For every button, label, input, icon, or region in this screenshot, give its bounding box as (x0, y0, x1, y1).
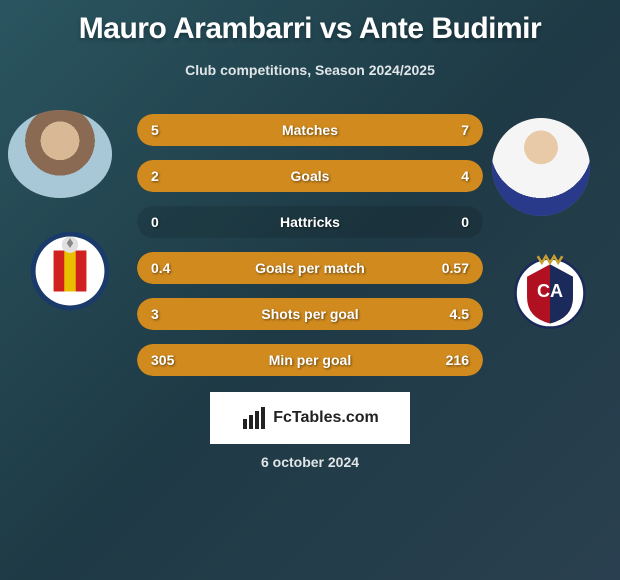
brand-text: FcTables.com (273, 409, 379, 427)
brand-icon (241, 405, 267, 431)
stat-row: 0.40.57Goals per match (137, 252, 483, 284)
brand-watermark: FcTables.com (210, 392, 410, 444)
stat-row: 57Matches (137, 114, 483, 146)
comparison-content: CA 57Matches 24Goals 00Hattricks 0.40.57Goa… (0, 108, 620, 488)
stat-row: 00Hattricks (137, 206, 483, 238)
player2-photo (492, 118, 590, 216)
player1-photo (8, 110, 112, 198)
svg-text:CA: CA (537, 281, 563, 301)
date-label: 6 october 2024 (0, 454, 620, 470)
stat-label: Min per goal (137, 352, 483, 368)
stat-label: Goals per match (137, 260, 483, 276)
player1-club-badge (20, 230, 120, 312)
stats-table: 57Matches 24Goals 00Hattricks 0.40.57Goals … (137, 114, 483, 390)
subtitle: Club competitions, Season 2024/2025 (0, 62, 620, 78)
player2-club-badge: CA (500, 248, 600, 330)
stat-label: Hattricks (137, 214, 483, 230)
page-title: Mauro Arambarri vs Ante Budimir (0, 0, 620, 46)
stat-label: Shots per goal (137, 306, 483, 322)
stat-row: 24Goals (137, 160, 483, 192)
stat-label: Goals (137, 168, 483, 184)
stat-label: Matches (137, 122, 483, 138)
stat-row: 34.5Shots per goal (137, 298, 483, 330)
stat-row: 305216Min per goal (137, 344, 483, 376)
